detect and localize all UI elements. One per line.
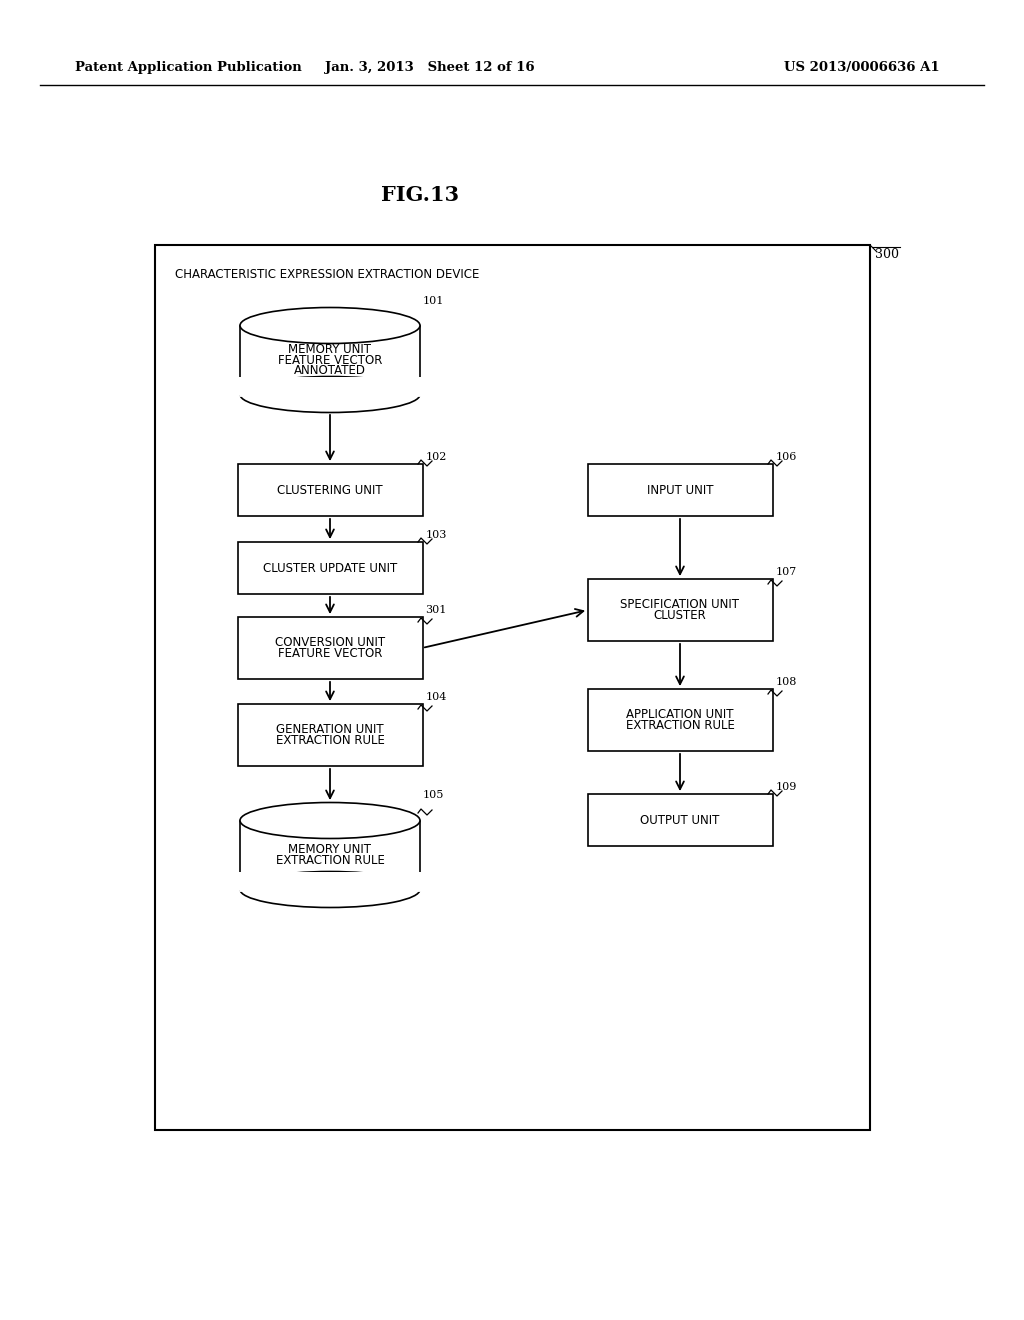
Bar <box>238 616 423 678</box>
Bar <box>238 871 422 890</box>
Text: 104: 104 <box>426 692 446 702</box>
Text: INPUT UNIT: INPUT UNIT <box>647 483 714 496</box>
Ellipse shape <box>240 376 420 412</box>
Bar <box>238 704 423 766</box>
Text: MEMORY UNIT: MEMORY UNIT <box>289 343 372 356</box>
Text: 300: 300 <box>874 248 899 261</box>
Text: CLUSTER: CLUSTER <box>653 609 707 622</box>
Bar <box>238 376 422 395</box>
Text: FEATURE VECTOR: FEATURE VECTOR <box>278 647 382 660</box>
Text: 109: 109 <box>775 781 797 792</box>
Text: APPLICATION UNIT: APPLICATION UNIT <box>627 709 734 721</box>
Text: 107: 107 <box>775 568 797 577</box>
Text: FIG.13: FIG.13 <box>381 185 459 205</box>
Text: CLUSTER UPDATE UNIT: CLUSTER UPDATE UNIT <box>263 561 397 574</box>
Bar <box>588 579 772 642</box>
Text: CLUSTERING UNIT: CLUSTERING UNIT <box>278 483 383 496</box>
Text: 105: 105 <box>423 791 444 800</box>
Ellipse shape <box>240 803 420 838</box>
Text: CHARACTERISTIC EXPRESSION EXTRACTION DEVICE: CHARACTERISTIC EXPRESSION EXTRACTION DEV… <box>175 268 479 281</box>
Bar <box>588 795 772 846</box>
Text: 108: 108 <box>775 677 797 686</box>
Bar <box>240 326 420 395</box>
Text: SPECIFICATION UNIT: SPECIFICATION UNIT <box>621 598 739 611</box>
Bar <box>155 246 870 1130</box>
Text: OUTPUT UNIT: OUTPUT UNIT <box>640 813 720 826</box>
Text: US 2013/0006636 A1: US 2013/0006636 A1 <box>784 62 940 74</box>
Text: ANNOTATED: ANNOTATED <box>294 364 366 378</box>
Ellipse shape <box>240 871 420 908</box>
Text: 101: 101 <box>423 296 444 305</box>
Bar <box>238 465 423 516</box>
Text: GENERATION UNIT: GENERATION UNIT <box>276 723 384 737</box>
Text: 301: 301 <box>426 605 446 615</box>
Text: MEMORY UNIT: MEMORY UNIT <box>289 843 372 857</box>
Text: Jan. 3, 2013   Sheet 12 of 16: Jan. 3, 2013 Sheet 12 of 16 <box>326 62 535 74</box>
Text: Patent Application Publication: Patent Application Publication <box>75 62 302 74</box>
Ellipse shape <box>240 308 420 343</box>
Text: EXTRACTION RULE: EXTRACTION RULE <box>626 719 734 731</box>
Bar <box>240 821 420 890</box>
Bar <box>238 543 423 594</box>
Text: EXTRACTION RULE: EXTRACTION RULE <box>275 854 384 867</box>
Bar <box>588 689 772 751</box>
Bar <box>588 465 772 516</box>
Text: CONVERSION UNIT: CONVERSION UNIT <box>274 636 385 649</box>
Text: 103: 103 <box>426 531 446 540</box>
Text: FEATURE VECTOR: FEATURE VECTOR <box>278 354 382 367</box>
Text: EXTRACTION RULE: EXTRACTION RULE <box>275 734 384 747</box>
Text: 106: 106 <box>775 451 797 462</box>
Text: 102: 102 <box>426 451 446 462</box>
